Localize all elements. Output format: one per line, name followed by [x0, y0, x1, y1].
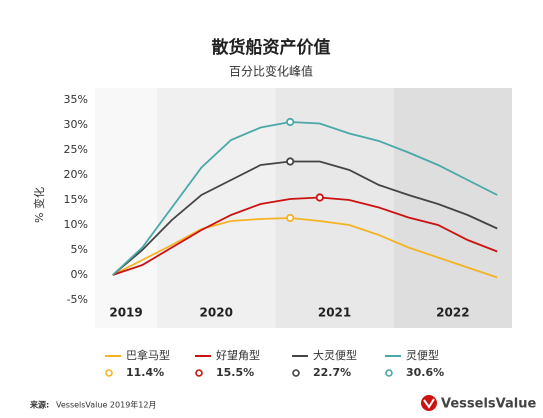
legend-label: 灵便型: [406, 348, 439, 362]
y-tick-label: 20%: [64, 168, 88, 181]
year-band: [393, 88, 512, 328]
y-tick-label: -5%: [67, 293, 88, 306]
legend-label: 巴拿马型: [126, 348, 170, 362]
legend-label: 好望角型: [216, 348, 260, 362]
x-tick-label: 2022: [436, 306, 469, 320]
source-label: 来源:: [29, 400, 49, 410]
y-axis-label: % 变化: [32, 187, 46, 223]
line: [112, 121, 498, 276]
y-tick-label: 35%: [64, 93, 88, 106]
legend-peak-marker: [385, 369, 393, 377]
y-tick-label: 10%: [64, 218, 88, 231]
logo: VesselsValue: [441, 397, 536, 412]
x-tick-label: 2019: [109, 306, 142, 320]
y-tick-label: 15%: [64, 193, 88, 206]
line: [112, 217, 498, 279]
legend-peak-label: 22.7%: [313, 366, 351, 379]
source-text: VesselsValue 2019年12月: [56, 400, 156, 410]
year-band: [157, 88, 276, 328]
y-tick-label: 0%: [71, 268, 88, 281]
y-tick-label: 30%: [64, 118, 88, 131]
chart-title: 散货船资产价值: [212, 37, 331, 58]
line: [112, 196, 498, 276]
legend-label: 大灵便型: [313, 348, 357, 362]
legend-peak-marker: [292, 369, 300, 377]
peak-marker: [315, 193, 324, 202]
peak-marker: [286, 157, 295, 166]
legend-peak-marker: [105, 369, 113, 377]
year-band: [95, 88, 158, 328]
y-tick-label: 5%: [71, 243, 88, 256]
x-tick-label: 2021: [318, 306, 351, 320]
legend-peak-label: 15.5%: [216, 366, 254, 379]
peak-marker: [286, 117, 295, 127]
y-tick-label: 25%: [64, 143, 88, 156]
logo-mark: [423, 398, 435, 409]
legend-peak-label: 11.4%: [126, 366, 164, 379]
x-tick-label: 2020: [200, 306, 233, 320]
line: [112, 160, 498, 276]
legend-peak-marker: [195, 369, 203, 377]
peak-marker: [286, 213, 295, 223]
chart-subtitle: 百分比变化峰值: [229, 64, 313, 79]
legend-peak-label: 30.6%: [406, 366, 444, 379]
